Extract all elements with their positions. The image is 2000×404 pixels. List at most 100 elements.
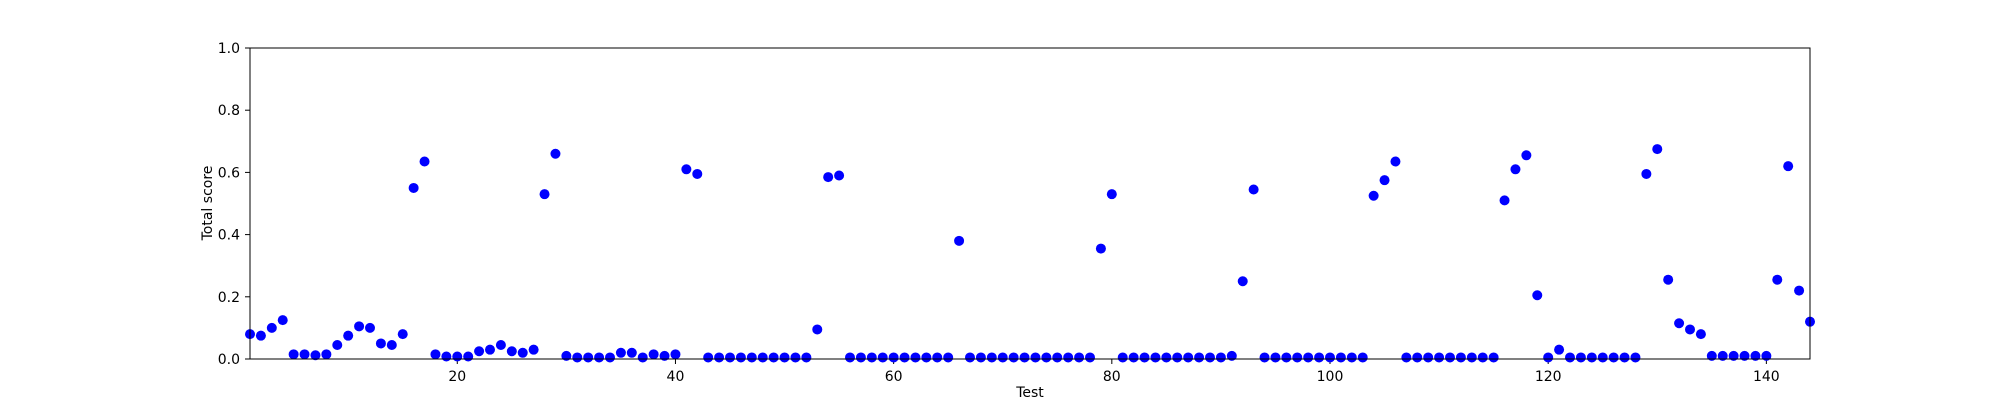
data-point [1630, 352, 1641, 363]
data-point [1772, 274, 1783, 285]
data-point [877, 352, 888, 363]
y-tick-label: 0.2 [218, 290, 240, 306]
x-tick-label: 20 [448, 369, 466, 385]
data-point [397, 329, 408, 340]
y-tick-label: 0.8 [218, 103, 240, 119]
data-point [746, 352, 757, 363]
data-point [506, 346, 517, 357]
x-tick-label: 80 [1103, 369, 1121, 385]
data-point [1270, 352, 1281, 363]
data-point [1477, 352, 1488, 363]
data-point [463, 351, 474, 362]
data-point [648, 349, 659, 360]
data-point [1466, 352, 1477, 363]
data-point [1575, 352, 1586, 363]
data-point [321, 349, 332, 360]
data-point [703, 352, 714, 363]
data-point [1106, 189, 1117, 200]
data-point [419, 156, 430, 167]
data-point [1455, 352, 1466, 363]
data-point [561, 350, 572, 361]
data-point [866, 352, 877, 363]
data-point [899, 352, 910, 363]
data-point [1401, 352, 1412, 363]
data-point [1434, 352, 1445, 363]
data-point [528, 344, 539, 355]
data-point [1423, 352, 1434, 363]
data-point [495, 340, 506, 351]
data-point [1194, 352, 1205, 363]
data-point [430, 349, 441, 360]
data-point [365, 322, 375, 333]
data-point [986, 352, 997, 363]
x-tick-label: 120 [1535, 369, 1562, 385]
ticks-layer: 20 40 60 80 100 120 140 0.0 0.2 0.4 0.6 0.8 1.0 [218, 41, 1780, 385]
data-point [615, 347, 626, 358]
x-tick-label: 60 [885, 369, 903, 385]
data-point [1226, 350, 1237, 361]
data-point [670, 349, 681, 360]
data-point [343, 330, 354, 341]
data-point [583, 352, 594, 363]
data-point [1652, 144, 1663, 155]
data-point [277, 315, 288, 326]
data-point [1641, 168, 1652, 179]
data-point [1161, 352, 1172, 363]
data-point [1248, 184, 1259, 195]
plot-frame [249, 47, 1811, 360]
data-point [1117, 352, 1128, 363]
y-tick-label: 0.0 [218, 352, 240, 368]
data-point [1750, 350, 1761, 361]
data-point [1085, 352, 1095, 363]
data-point [332, 340, 343, 351]
y-tick-label: 1.0 [218, 41, 240, 57]
data-point [408, 182, 419, 193]
data-point [943, 352, 954, 363]
data-point [1172, 352, 1183, 363]
data-point [1237, 276, 1248, 287]
data-point [1303, 352, 1314, 363]
data-point [1761, 350, 1772, 361]
data-point [757, 352, 768, 363]
data-point [1150, 352, 1161, 363]
data-point [1695, 329, 1706, 340]
data-point [1281, 352, 1292, 363]
data-point [637, 352, 648, 363]
data-point [1183, 352, 1194, 363]
data-point [1488, 352, 1499, 363]
data-point [517, 347, 528, 358]
data-point [310, 350, 321, 361]
data-point [801, 352, 812, 363]
data-point [1717, 350, 1728, 361]
data-point [1368, 190, 1379, 201]
data-point [539, 189, 550, 200]
data-point [823, 172, 834, 183]
y-tick-label: 0.4 [218, 228, 240, 244]
data-point [1041, 352, 1052, 363]
data-point [1521, 150, 1532, 161]
data-point [725, 352, 735, 363]
data-point [659, 350, 670, 361]
data-point [714, 352, 725, 363]
data-point [1412, 352, 1423, 363]
x-tick-label: 100 [1317, 369, 1344, 385]
data-point [572, 352, 583, 363]
data-point [812, 324, 823, 335]
data-point [1379, 175, 1390, 186]
data-point [1794, 285, 1805, 296]
data-point [779, 352, 790, 363]
data-point [375, 338, 386, 349]
data-point [1445, 352, 1455, 363]
data-point [1205, 352, 1215, 363]
data-point [1663, 274, 1674, 285]
data-point [910, 352, 921, 363]
data-point [1554, 344, 1565, 355]
data-point [1139, 352, 1150, 363]
data-point [1706, 350, 1717, 361]
x-tick-label: 140 [1753, 369, 1780, 385]
data-point [1739, 350, 1750, 361]
data-point [888, 352, 899, 363]
data-point [1019, 352, 1030, 363]
data-point [594, 352, 605, 363]
